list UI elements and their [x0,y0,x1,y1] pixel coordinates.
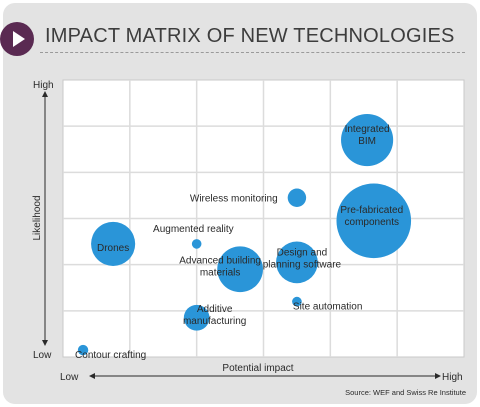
bubble-additive-manufacturing [183,304,210,331]
bubble-pre-fabricated-components [336,183,412,259]
bubble-site-automation [292,296,302,307]
bubble-label: Advanced building materials [179,255,261,278]
bubble-contour-crafting [77,344,89,356]
x-axis-high-label: High [442,372,463,383]
bubble-label: Integrated BIM [345,124,390,147]
bubble-augmented-reality [191,239,202,249]
bubble-label: Wireless monitoring [190,194,278,205]
bubble-label: Drones [97,243,129,254]
bubble-label: Pre-fabricated components [340,205,403,228]
page-title: IMPACT MATRIX OF NEW TECHNOLOGIES [45,25,455,47]
y-axis-high-label: High [33,80,54,91]
x-axis-title: Potential impact [222,363,293,374]
bubble-drones [91,221,136,266]
source-note: Source: WEF and Swiss Re Institute [345,388,466,397]
y-axis-low-label: Low [33,350,52,361]
x-axis-low-label: Low [60,372,79,383]
bubble-integrated-bim [341,113,394,167]
bubble-advanced-building-materials [217,246,263,293]
bubble-wireless-monitoring [287,188,307,207]
bubble-label: Additive manufacturing [183,304,246,327]
bubble-label: Augmented reality [153,224,234,235]
y-axis-title: Likelihood [32,195,43,240]
bubble-design-and-planning-software [276,241,318,284]
bubble-label: Contour crafting [75,350,146,361]
title-divider [40,52,465,53]
play-icon[interactable] [0,22,34,56]
bubble-label: Site automation [293,302,363,313]
bubble-label: Design and planning software [263,247,342,270]
